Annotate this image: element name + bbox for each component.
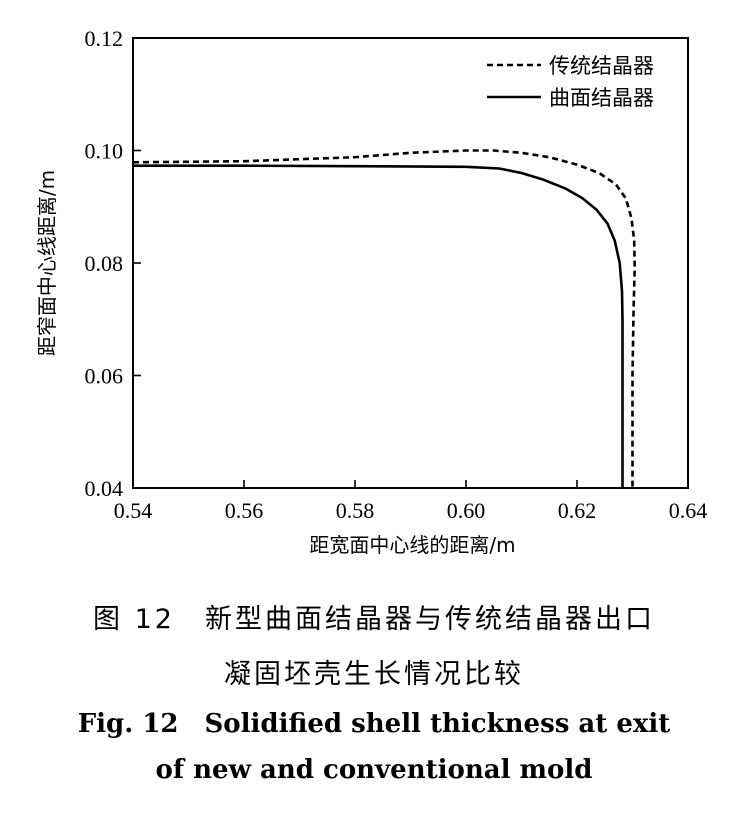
y-tick-label: 0.10	[85, 139, 124, 164]
series-line-1	[132, 149, 636, 488]
chart-svg: 0.54 0.56 0.58 0.60 0.62 0.64 0.04 0.06 0.08 0.10…	[35, 26, 708, 557]
y-tick-label: 0.06	[85, 364, 124, 389]
legend-label-2: 曲面结晶器	[549, 86, 654, 110]
x-axis-label: 距宽面中心线的距离/m	[309, 533, 515, 557]
chart: 0.54 0.56 0.58 0.60 0.62 0.64 0.04 0.06 0.08 0.10…	[35, 26, 708, 557]
x-tick-label: 0.64	[669, 498, 708, 523]
x-tick-label: 0.62	[558, 498, 597, 523]
legend-label-1: 传统结晶器	[549, 54, 654, 78]
caption-en-line1: Fig. 12 Solidified shell thickness at ex…	[77, 709, 671, 739]
y-axis-label: 距窄面中心线距离/m	[35, 170, 59, 356]
x-tick-label: 0.58	[336, 498, 375, 523]
x-tick-label: 0.60	[447, 498, 486, 523]
series-line-2	[133, 164, 624, 488]
y-tick-label: 0.08	[85, 251, 124, 276]
caption-zh-line1: 图 12 新型曲面结晶器与传统结晶器出口	[93, 604, 655, 635]
caption-zh-line2: 凝固坯壳生长情况比较	[224, 659, 524, 690]
y-tick-label: 0.04	[85, 476, 124, 501]
caption-en-line2: of new and conventional mold	[155, 755, 593, 785]
x-tick-label: 0.56	[225, 498, 264, 523]
x-tick-label: 0.54	[114, 498, 153, 523]
y-tick-label: 0.12	[85, 26, 124, 51]
